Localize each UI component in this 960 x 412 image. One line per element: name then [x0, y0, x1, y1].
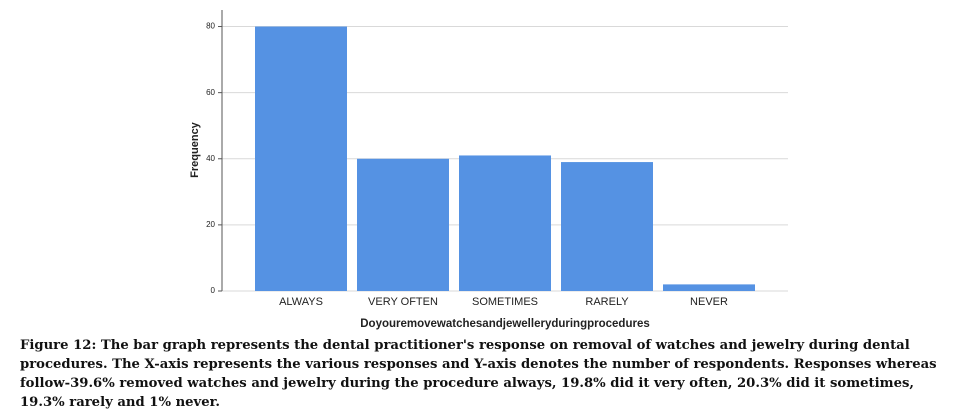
y-axis-label: Frequency: [189, 121, 201, 178]
y-tick-label: 40: [206, 154, 215, 163]
bar: [255, 26, 347, 291]
y-tick-label: 80: [206, 22, 215, 31]
bar: [459, 155, 551, 291]
bar: [561, 162, 653, 291]
page: Frequency Doyouremovewatchesandjewellery…: [20, 10, 937, 410]
y-tick-label: 60: [206, 88, 215, 97]
bar: [357, 158, 449, 291]
x-tick-label: ALWAYS: [279, 296, 323, 308]
chart: Frequency Doyouremovewatchesandjewellery…: [189, 10, 788, 330]
y-tick-label: 20: [206, 220, 215, 229]
caption: Figure 12: The bar graph represents the …: [20, 338, 937, 410]
x-tick-label: SOMETIMES: [472, 296, 538, 308]
x-axis-label: Doyouremovewatchesandjewelleryduringproc…: [360, 318, 650, 330]
y-tick-label: 0: [211, 286, 216, 295]
x-tick-label: VERY OFTEN: [368, 296, 438, 308]
x-tick-label: NEVER: [690, 296, 728, 308]
x-tick-label: RARELY: [585, 296, 629, 308]
bar: [663, 284, 755, 291]
